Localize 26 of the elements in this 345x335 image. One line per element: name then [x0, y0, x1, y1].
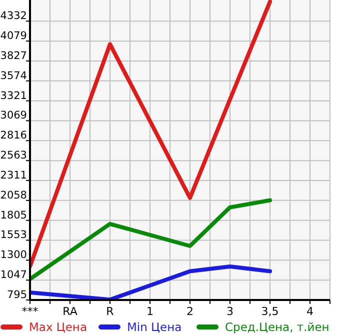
y-tick-label: 4079 [0, 30, 27, 42]
y-tick-label: 3827 [0, 50, 27, 62]
legend-label: Max Цена [29, 320, 87, 334]
legend-label: Сред.Цена, т.йен [225, 320, 330, 334]
x-tick-label: 1 [146, 305, 154, 318]
x-tick-label: *** [22, 305, 39, 318]
y-tick-label: 1300 [0, 249, 27, 262]
y-tick-label: 4332 [0, 10, 27, 22]
y-tick-label: 2058 [0, 189, 27, 202]
x-tick-label: 3 [226, 305, 234, 318]
y-tick-label: 1047 [0, 269, 27, 282]
y-tick-label: 2816 [0, 130, 28, 142]
y-tick-label: 795 [6, 289, 27, 301]
x-tick-label: R [106, 305, 114, 318]
x-tick-label: 4 [306, 305, 314, 318]
y-tick-label: 3321 [0, 90, 27, 102]
legend-label: Min Цена [127, 320, 182, 334]
y-tick-label: 1553 [0, 229, 27, 242]
y-tick-label: 3574 [0, 70, 28, 82]
y-tick-label: 3069 [0, 110, 27, 122]
y-tick-label: 2563 [0, 150, 27, 162]
x-tick-label: RA [62, 305, 78, 318]
x-tick-label: 3,5 [261, 305, 279, 318]
y-tick-label: 1805 [0, 209, 27, 222]
x-tick-label: 2 [186, 305, 194, 318]
y-tick-label: 2311 [0, 169, 27, 182]
